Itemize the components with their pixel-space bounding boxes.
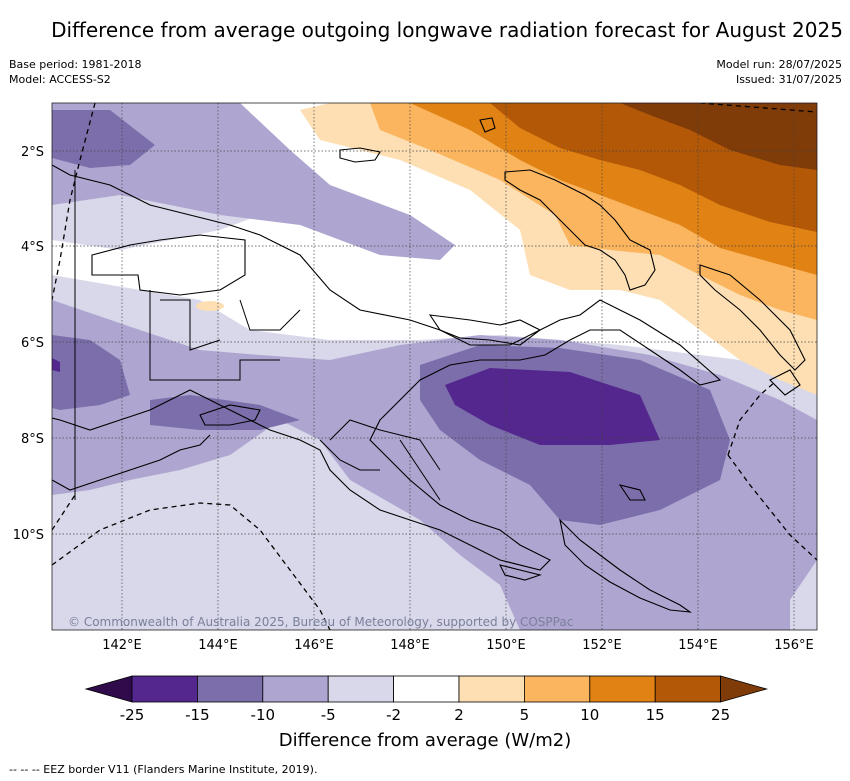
lat-labels: 2°S 4°S 6°S 8°S 10°S bbox=[13, 145, 44, 543]
lat-label: 2°S bbox=[21, 145, 44, 160]
eez-legend-note: -- -- -- EEZ border V11 (Flanders Marine… bbox=[9, 763, 318, 776]
anomaly-band-lilac-upper bbox=[52, 103, 455, 260]
base-period: Base period: 1981-2018 bbox=[9, 58, 142, 71]
colorbar-tick-label: 25 bbox=[711, 706, 730, 724]
colorbar-bin bbox=[458, 675, 525, 703]
lat-label: 10°S bbox=[13, 528, 44, 543]
model-run: Model run: 28/07/2025 bbox=[716, 58, 842, 71]
colorbar-tick-label: 2 bbox=[454, 706, 464, 724]
colorbar-tick-label: -25 bbox=[120, 706, 145, 724]
colorbar-bin bbox=[524, 675, 591, 703]
colorbar-tick-label: -10 bbox=[251, 706, 276, 724]
lat-label: 6°S bbox=[21, 336, 44, 351]
colorbar-tick-label: 10 bbox=[580, 706, 599, 724]
map-gridlines bbox=[52, 103, 817, 630]
colorbar-bin bbox=[589, 675, 656, 703]
lon-label: 152°E bbox=[582, 638, 622, 653]
colorbar-tick-label: 15 bbox=[646, 706, 665, 724]
anomaly-band-darkest bbox=[620, 103, 817, 170]
lon-labels: 142°E 144°E 146°E 148°E 150°E 152°E 154°… bbox=[102, 638, 814, 653]
coastlines bbox=[52, 117, 806, 613]
colorbar-bin bbox=[196, 675, 264, 703]
colorbar-tick-label: -5 bbox=[321, 706, 336, 724]
anomaly-band-purple-upper bbox=[52, 110, 155, 168]
copyright-credit: © Commonwealth of Australia 2025, Bureau… bbox=[68, 615, 573, 629]
lon-label: 150°E bbox=[486, 638, 526, 653]
colorbar-bin bbox=[327, 675, 395, 703]
map-frame bbox=[51, 102, 818, 631]
anomaly-band-purple-small bbox=[150, 395, 300, 430]
lon-label: 156°E bbox=[774, 638, 814, 653]
meta-right: Model run: 28/07/2025 Issued: 31/07/2025 bbox=[716, 57, 842, 87]
anomaly-core-west-edge bbox=[52, 358, 60, 372]
lat-label: 8°S bbox=[21, 432, 44, 447]
colorbar: -25 -15 -10 -5 -2 2 5 10 15 25 bbox=[84, 675, 769, 724]
admin-borders bbox=[74, 170, 441, 501]
lon-label: 146°E bbox=[294, 638, 334, 653]
lon-label: 148°E bbox=[390, 638, 430, 653]
colorbar-bin bbox=[393, 675, 460, 703]
lon-label: 154°E bbox=[678, 638, 718, 653]
colorbar-tick-label: -15 bbox=[185, 706, 210, 724]
lon-label: 144°E bbox=[198, 638, 238, 653]
issued-date: Issued: 31/07/2025 bbox=[735, 73, 842, 86]
map-title: Difference from average outgoing longwav… bbox=[51, 18, 843, 42]
colorbar-bin bbox=[262, 675, 329, 703]
eez-borders bbox=[52, 103, 817, 630]
lon-label: 142°E bbox=[102, 638, 142, 653]
model-name: Model: ACCESS-S2 bbox=[9, 73, 111, 86]
colorbar-label: Difference from average (W/m2) bbox=[278, 730, 572, 751]
lat-label: 4°S bbox=[21, 240, 44, 255]
anomaly-patch-small bbox=[196, 301, 224, 311]
meta-left: Base period: 1981-2018 Model: ACCESS-S2 bbox=[9, 57, 141, 87]
colorbar-bin bbox=[131, 675, 198, 703]
map-plot-area bbox=[52, 103, 817, 630]
anomaly-band-purple-west bbox=[52, 335, 130, 410]
colorbar-under-triangle bbox=[84, 675, 133, 703]
colorbar-tick-label: 5 bbox=[520, 706, 530, 724]
colorbar-tick-label: -2 bbox=[386, 706, 401, 724]
colorbar-bin bbox=[654, 675, 722, 703]
colorbar-over-triangle bbox=[720, 675, 769, 703]
anomaly-core-deep-purple bbox=[445, 368, 660, 445]
